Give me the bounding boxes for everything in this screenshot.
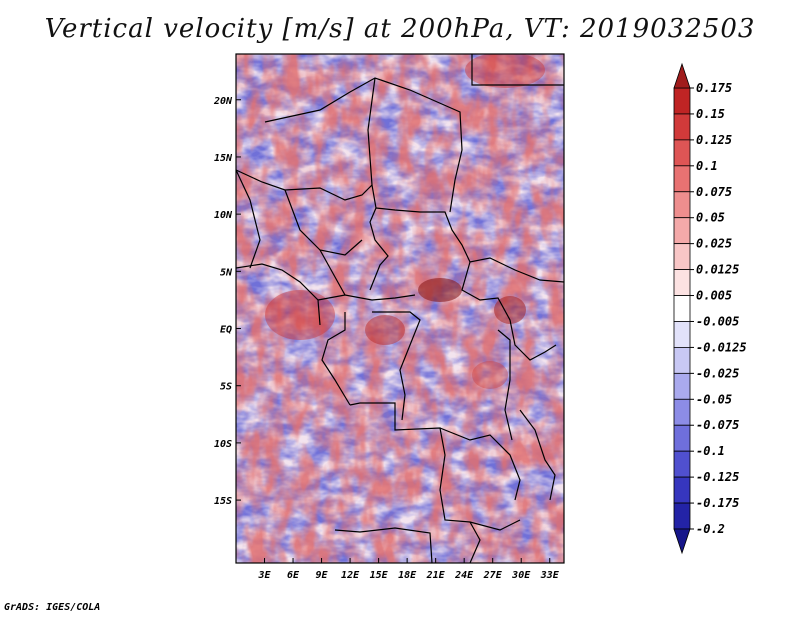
colorbar-label: -0.125: [696, 470, 739, 484]
colorbar-label: 0.175: [696, 81, 732, 95]
map-frame: [235, 53, 565, 564]
lon-tick-label: 18E: [398, 570, 417, 581]
colorbar-label: 0.025: [696, 237, 732, 251]
colorbar-label: 0.075: [696, 185, 732, 199]
colorbar-segment: [673, 502, 691, 530]
lon-tick-label: 12E: [341, 570, 360, 581]
colorbar-segment: [673, 139, 691, 167]
colorbar-label: 0.15: [696, 107, 725, 121]
country-borders: [236, 54, 564, 563]
lon-tick-label: 27E: [483, 570, 503, 581]
lon-tick-label: 21E: [426, 570, 446, 581]
lat-tick-label: 10N: [214, 210, 233, 221]
longitude-axis: 3E 6E 9E 12E 15E 18E 21E 24E 27E 30E 33E: [257, 558, 560, 581]
lon-tick-label: 3E: [257, 570, 271, 581]
grads-credit: GrADS: IGES/COLA: [4, 602, 101, 613]
colorbar-label: -0.0125: [696, 340, 747, 354]
colorbar-label: -0.05: [696, 392, 732, 406]
lon-tick-label: 15E: [370, 570, 389, 581]
lon-tick-label: 6E: [287, 570, 300, 581]
colorbar-label: 0.05: [696, 211, 725, 225]
colorbar-segment: [673, 450, 691, 478]
colorbar-label: -0.025: [696, 366, 739, 380]
lon-tick-label: 24E: [454, 570, 474, 581]
velocity-field: [236, 54, 564, 563]
colorbar-segment: [673, 87, 691, 115]
colorbar-label: -0.075: [696, 418, 739, 432]
lat-tick-label: 20N: [213, 96, 233, 107]
colorbar-label: -0.1: [696, 444, 725, 458]
map-title: Vertical velocity [m/s] at 200hPa, VT: 2…: [44, 14, 756, 44]
colorbar-label: 0.0125: [696, 263, 739, 277]
colorbar-segment: [673, 269, 691, 296]
colorbar-segment: [673, 113, 691, 141]
lon-tick-label: 30E: [511, 570, 531, 581]
lat-tick-label: EQ: [220, 325, 232, 336]
colorbar-segment: [673, 191, 691, 219]
colorbar-label: 0.125: [696, 133, 732, 147]
lon-tick-label: 33E: [540, 570, 560, 581]
colorbar-segment: [673, 398, 691, 426]
lat-tick-label: 15N: [214, 153, 233, 164]
lat-tick-label: 15S: [214, 496, 232, 507]
colorbar-segment: [673, 347, 691, 374]
lat-tick-label: 10S: [214, 439, 232, 450]
colorbar-segment: [673, 243, 691, 270]
lat-tick-label: 5N: [220, 267, 233, 278]
colorbar-top-arrow: [673, 62, 691, 89]
colorbar-segment: [673, 295, 691, 322]
colorbar-label: 0.005: [696, 289, 732, 303]
colorbar-label: -0.2: [696, 522, 725, 536]
colorbar-segment: [673, 217, 691, 245]
latitude-axis: 20N 15N 10N 5N EQ 5S 10S 15S: [213, 96, 241, 507]
colorbar: 0.175 0.15 0.125 0.1 0.075 0.05 0.025 0.0125 0.0…: [673, 62, 747, 555]
colorbar-segment: [673, 372, 691, 400]
colorbar-label: 0.1: [696, 159, 718, 173]
colorbar-bottom-arrow: [673, 528, 691, 555]
colorbar-segment: [673, 424, 691, 452]
colorbar-segment: [673, 321, 691, 348]
colorbar-label: -0.005: [696, 314, 739, 328]
colorbar-segment: [673, 165, 691, 193]
lon-tick-label: 9E: [316, 570, 329, 581]
lat-tick-label: 5S: [220, 382, 232, 393]
colorbar-segment: [673, 476, 691, 504]
colorbar-label: -0.175: [696, 496, 739, 510]
